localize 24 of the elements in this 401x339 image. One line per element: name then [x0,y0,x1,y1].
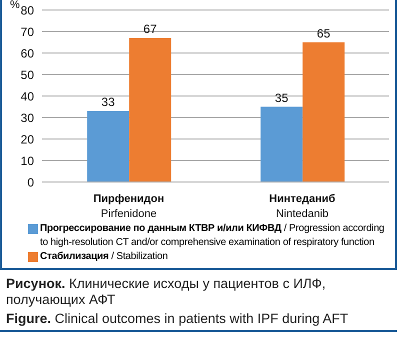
data-label: 65 [316,26,331,40]
y-tick-label: 50 [20,68,34,82]
y-tick-label: 0 [27,175,34,190]
y-tick-label: 60 [20,46,34,60]
y-tick-label: 30 [20,110,34,125]
bar [87,111,130,182]
y-tick-label: 80 [20,3,34,18]
y-axis-title: % [10,0,20,11]
bar [260,106,303,182]
x-tick-label: Нинтеданиб Nintedanib [269,193,336,220]
y-tick-label: 70 [20,24,34,39]
data-label: 67 [143,22,158,36]
text: Рисунок. Клинические исходы у пациентов с ИЛФ, получающих АФТ [6,276,326,307]
bar [129,38,172,182]
text: Figure. Clinical outcomes in patients with IPF during AFT [6,311,348,326]
bar [302,42,345,182]
legend-label: Стабилизация / Stabilization [40,251,168,262]
data-label: 33 [101,95,116,110]
y-tick-label: 40 [20,89,34,104]
legend-label: Прогрессирование по данным КТВР и/или КИФВД / Progression according to high-resolution CT and/or comprehensive examination of respiratory function [40,223,384,248]
data-label: 35 [274,90,289,105]
y-tick-label: 20 [20,132,34,146]
y-tick-label: 10 [20,154,34,168]
x-tick-label: Пирфенидон Pirfenidone [93,193,164,220]
